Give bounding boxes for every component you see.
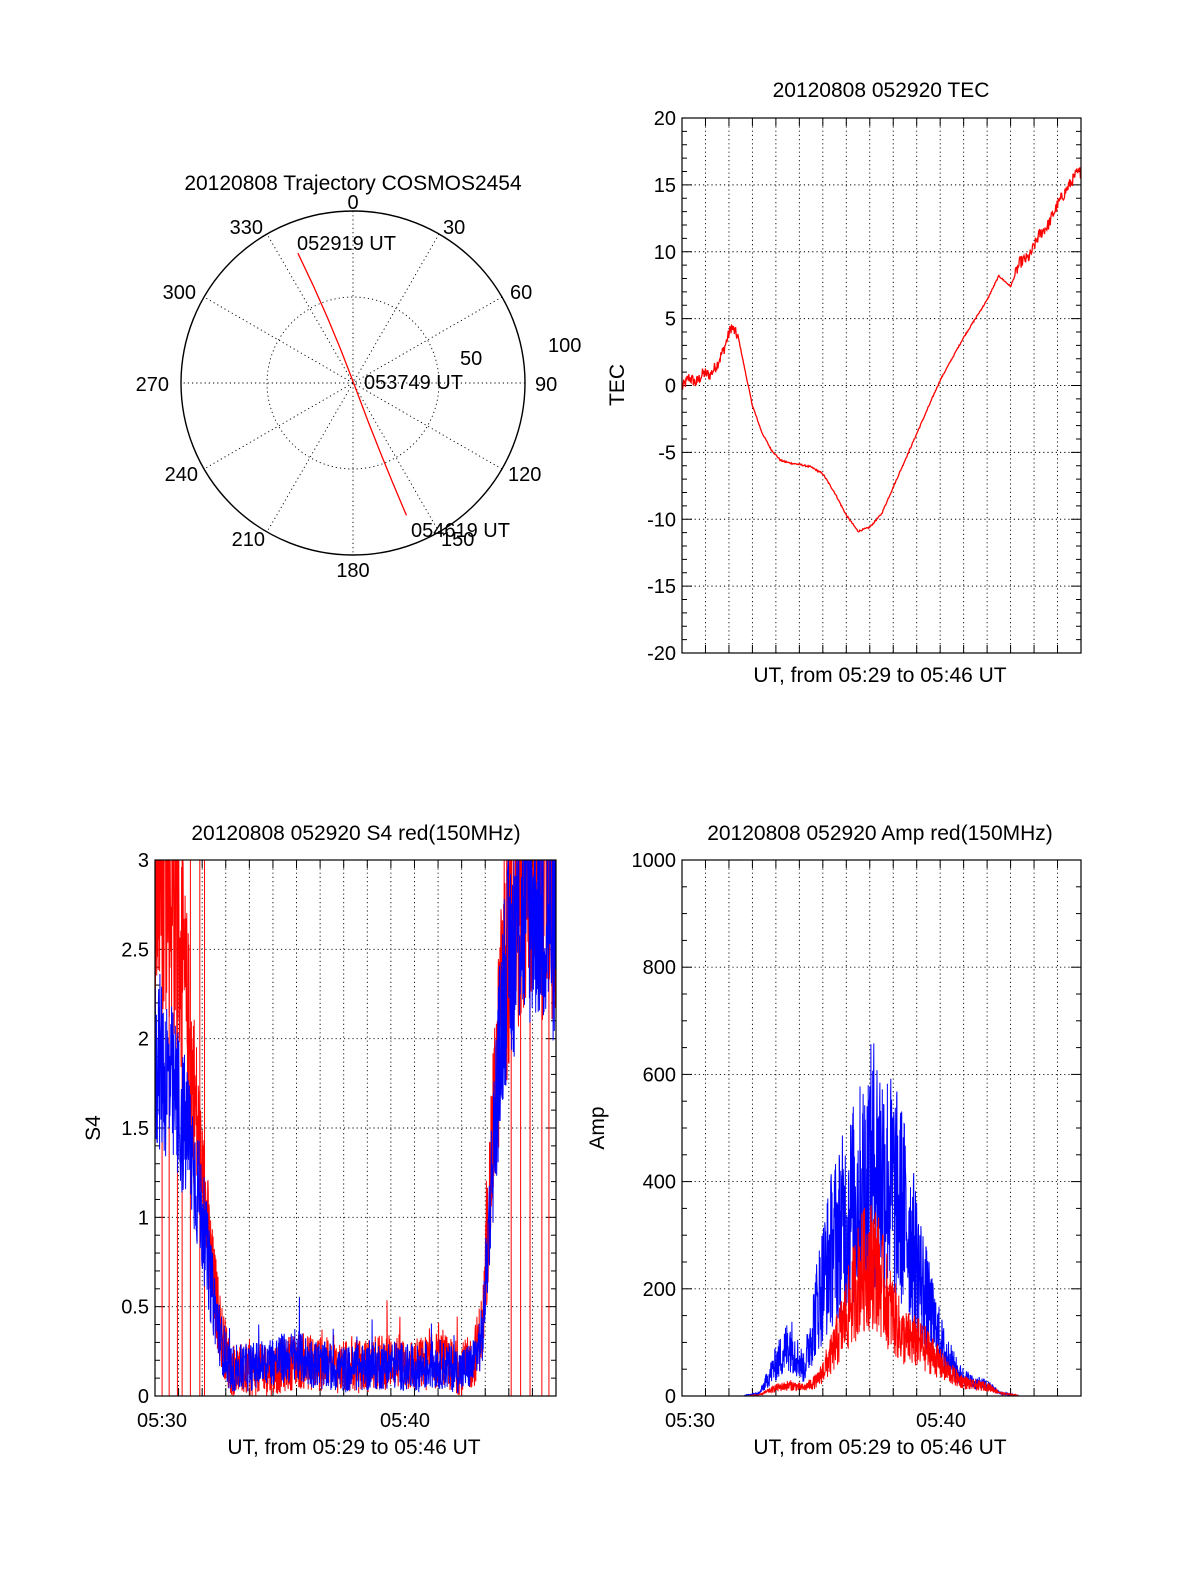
y-tick-label: 1.5 bbox=[121, 1118, 149, 1140]
y-tick-label: 15 bbox=[654, 175, 676, 197]
polar-azimuth-label: 150 bbox=[441, 529, 474, 551]
polar-spoke bbox=[203, 296, 503, 470]
y-tick-label: 1 bbox=[138, 1207, 149, 1229]
polar-azimuth-label: 90 bbox=[535, 374, 557, 396]
tec-panel: 20120808 052920 TEC -20-15-10-505101520 … bbox=[606, 79, 1082, 687]
s4-x-tick-0540: 05:40 bbox=[380, 1410, 430, 1432]
y-tick-label: 5 bbox=[665, 309, 676, 331]
y-tick-label: 20 bbox=[654, 108, 676, 130]
polar-azimuth-labels: 0 30 60 90 120 150 180 210 240 270 300 330 bbox=[136, 192, 558, 582]
amp-blue-series-line bbox=[682, 1043, 1081, 1397]
y-tick-label: 0.5 bbox=[121, 1297, 149, 1319]
amp-x-axis-label: UT, from 05:29 to 05:46 UT bbox=[753, 1436, 1006, 1459]
y-tick-label: 400 bbox=[643, 1172, 676, 1194]
polar-azimuth-label: 30 bbox=[443, 217, 465, 239]
amp-title: 20120808 052920 Amp red(150MHz) bbox=[707, 822, 1053, 845]
polar-azimuth-label: 210 bbox=[232, 529, 265, 551]
s4-x-tick-0530: 05:30 bbox=[137, 1410, 187, 1432]
y-tick-label: -10 bbox=[647, 509, 676, 531]
polar-spoke bbox=[266, 233, 440, 533]
amp-x-tick-0540: 05:40 bbox=[916, 1410, 966, 1432]
polar-azimuth-label: 240 bbox=[165, 464, 198, 486]
y-tick-label: 0 bbox=[665, 376, 676, 398]
s4-y-axis-label: S4 bbox=[82, 1115, 105, 1141]
amp-panel: 20120808 052920 Amp red(150MHz) 0 200 400 6… bbox=[586, 822, 1082, 1459]
amp-x-tick-0530: 05:30 bbox=[665, 1410, 715, 1432]
y-tick-label: 0 bbox=[138, 1386, 149, 1408]
polar-title: 20120808 Trajectory COSMOS2454 bbox=[184, 172, 522, 195]
polar-trajectory-line bbox=[297, 252, 408, 516]
polar-azimuth-label: 120 bbox=[508, 464, 541, 486]
y-tick-label: 200 bbox=[643, 1279, 676, 1301]
y-tick-label: -15 bbox=[647, 576, 676, 598]
y-tick-label: 3 bbox=[138, 850, 149, 872]
s4-plot-frame bbox=[154, 859, 557, 1397]
y-tick-label: 600 bbox=[643, 1064, 676, 1086]
polar-inner-circle bbox=[266, 296, 440, 470]
s4-title: 20120808 052920 S4 red(150MHz) bbox=[191, 822, 520, 845]
polar-azimuth-label: 300 bbox=[163, 282, 196, 304]
polar-azimuth-label: 0 bbox=[347, 192, 358, 214]
tec-grid bbox=[682, 117, 1081, 654]
y-tick-label: 1000 bbox=[632, 850, 677, 872]
tec-series-line bbox=[681, 167, 1082, 533]
tec-plot-frame bbox=[681, 117, 1082, 654]
polar-start-label: 052919 UT bbox=[297, 233, 396, 255]
amp-plot-frame bbox=[681, 859, 1082, 1397]
polar-azimuth-label: 180 bbox=[336, 560, 369, 582]
y-tick-label: 2 bbox=[138, 1029, 149, 1051]
s4-y-tick-labels: 0 0.5 1 1.5 2 2.5 3 bbox=[121, 850, 149, 1408]
y-tick-label: -20 bbox=[647, 643, 676, 665]
y-tick-label: 800 bbox=[643, 957, 676, 979]
s4-x-axis-label: UT, from 05:29 to 05:46 UT bbox=[227, 1436, 480, 1459]
amp-y-tick-labels: 0 200 400 600 800 1000 bbox=[632, 850, 677, 1408]
polar-radius-label-50: 50 bbox=[460, 348, 482, 370]
y-tick-label: -5 bbox=[658, 442, 676, 464]
polar-azimuth-label: 60 bbox=[510, 282, 532, 304]
tec-y-tick-labels: -20 -15 -10 -5 0 5 10 15 20 bbox=[647, 108, 676, 665]
amp-y-axis-label: Amp bbox=[586, 1106, 609, 1149]
tec-x-axis-label: UT, from 05:29 to 05:46 UT bbox=[753, 664, 1006, 687]
polar-azimuth-label: 330 bbox=[230, 217, 263, 239]
s4-blue-series-line bbox=[154, 859, 557, 1394]
polar-end-label: 054619 UT bbox=[411, 520, 510, 542]
polar-mid-label: 053749 UT bbox=[364, 372, 463, 394]
polar-spoke bbox=[203, 296, 503, 470]
y-tick-label: 2.5 bbox=[121, 939, 149, 961]
tec-y-axis-label: TEC bbox=[606, 364, 629, 406]
tec-title: 20120808 052920 TEC bbox=[773, 79, 990, 102]
polar-radius-label-100: 100 bbox=[548, 335, 581, 357]
amp-grid bbox=[682, 859, 1081, 1397]
polar-grid bbox=[180, 210, 526, 556]
polar-panel: 20120808 Trajectory COSMOS2454 0 30 60 90 12… bbox=[136, 172, 582, 582]
y-tick-label: 10 bbox=[654, 242, 676, 264]
polar-spoke bbox=[266, 233, 440, 533]
polar-azimuth-label: 270 bbox=[136, 374, 169, 396]
y-tick-label: 0 bbox=[665, 1386, 676, 1408]
s4-panel: 20120808 052920 S4 red(150MHz) 0 0.5 1 1.5 2… bbox=[82, 822, 557, 1459]
